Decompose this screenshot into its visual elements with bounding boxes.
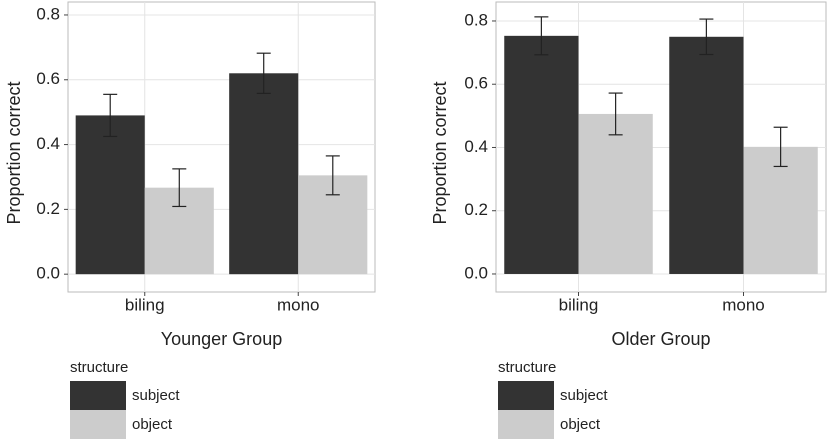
y-axis-title: Proportion correct (4, 81, 24, 224)
bar (229, 73, 299, 275)
legend-swatch (498, 381, 554, 410)
error-bar (172, 168, 187, 208)
error-bar (699, 18, 714, 56)
y-tick-label: 0.4 (36, 134, 60, 153)
legend-swatch (70, 381, 126, 410)
bar (578, 113, 653, 274)
legend-label: subject (560, 387, 608, 404)
error-bar (608, 92, 623, 136)
legend-title: structure (498, 359, 556, 376)
y-tick-label: 0.0 (464, 263, 488, 282)
error-bar (325, 155, 340, 196)
legend-label: object (132, 416, 173, 433)
y-tick-label: 0.2 (36, 199, 60, 218)
y-tick-label: 0.4 (464, 137, 488, 156)
x-tick-label: mono (277, 295, 320, 314)
y-tick-label: 0.0 (36, 264, 60, 283)
x-tick-label: biling (559, 295, 599, 314)
error-bar (534, 16, 549, 56)
error-bar (773, 126, 788, 168)
x-axis-title: Older Group (611, 329, 710, 349)
y-axis-title: Proportion correct (430, 81, 450, 224)
error-bar (103, 93, 118, 138)
legend-label: subject (132, 387, 180, 404)
bar (743, 146, 818, 274)
bar (504, 35, 579, 274)
y-tick-label: 0.8 (36, 4, 60, 23)
bar (669, 36, 744, 274)
error-bar (256, 52, 271, 94)
legend-label: object (560, 416, 601, 433)
y-tick-label: 0.2 (464, 200, 488, 219)
x-tick-label: biling (125, 295, 165, 314)
y-tick-label: 0.8 (464, 10, 488, 29)
legend-swatch (498, 410, 554, 439)
y-tick-label: 0.6 (36, 69, 60, 88)
legend-title: structure (70, 359, 128, 376)
y-tick-label: 0.6 (464, 74, 488, 93)
x-tick-label: mono (722, 295, 765, 314)
legend-swatch (70, 410, 126, 439)
bar (75, 115, 145, 275)
x-axis-title: Younger Group (161, 329, 282, 349)
